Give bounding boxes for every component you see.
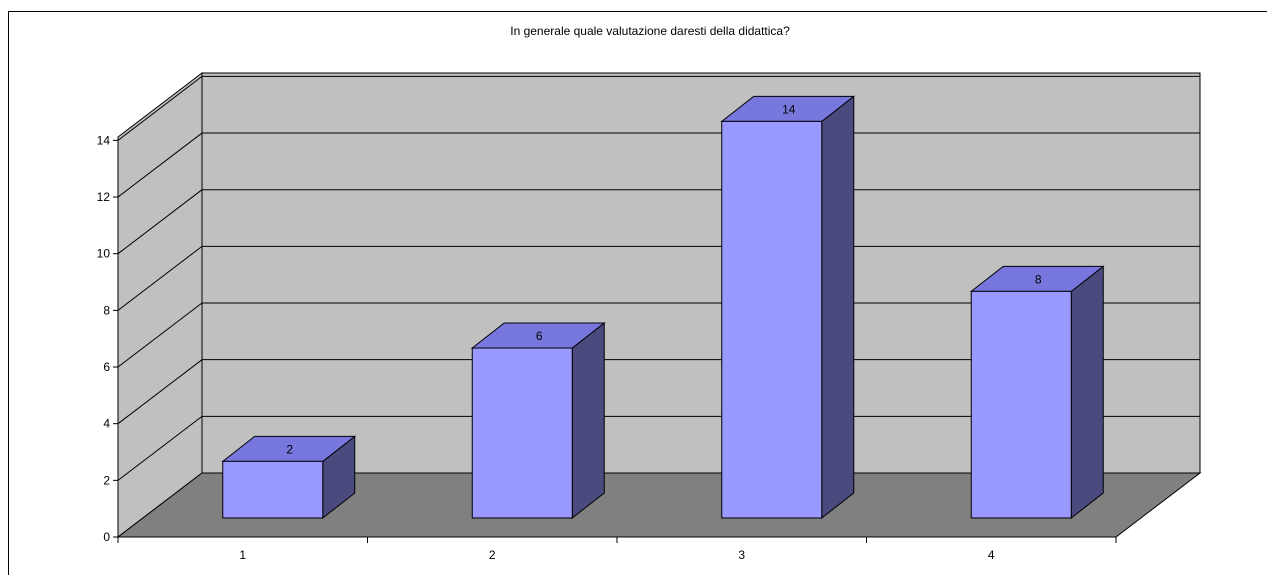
bar-2 (470, 321, 606, 520)
bar-front (471, 347, 573, 519)
data-label: 2 (286, 442, 293, 456)
bar-1 (221, 435, 357, 520)
data-label: 8 (1035, 272, 1042, 286)
bar-front (721, 120, 823, 519)
data-label: 14 (782, 102, 796, 116)
x-tick-label: 1 (239, 548, 246, 562)
gridline (117, 75, 203, 141)
bar-side (571, 321, 605, 520)
bar-3 (720, 95, 856, 520)
y-tick-label: 10 (97, 247, 111, 261)
y-tick-label: 0 (103, 530, 110, 544)
x-tick-label: 4 (988, 548, 995, 562)
gridline (117, 302, 203, 368)
x-tick-label: 2 (489, 548, 496, 562)
gridline (117, 359, 203, 425)
gridline (117, 189, 203, 255)
bar-front (222, 460, 324, 519)
y-tick-label: 2 (103, 473, 110, 487)
bar-4 (969, 265, 1105, 520)
y-tick-label: 14 (97, 133, 111, 147)
gridline (117, 132, 203, 198)
gridline (117, 245, 203, 311)
bar-front (970, 290, 1072, 519)
x-tick-label: 3 (738, 548, 745, 562)
gridline (117, 415, 203, 481)
bar-side (1070, 265, 1104, 520)
y-tick-label: 6 (103, 360, 110, 374)
y-tick-label: 4 (103, 417, 110, 431)
y-tick-label: 8 (103, 303, 110, 317)
bar-side (821, 95, 855, 520)
chart-title: In generale quale valutazione daresti de… (510, 24, 790, 38)
data-label: 6 (536, 329, 543, 343)
y-tick-label: 12 (97, 190, 111, 204)
